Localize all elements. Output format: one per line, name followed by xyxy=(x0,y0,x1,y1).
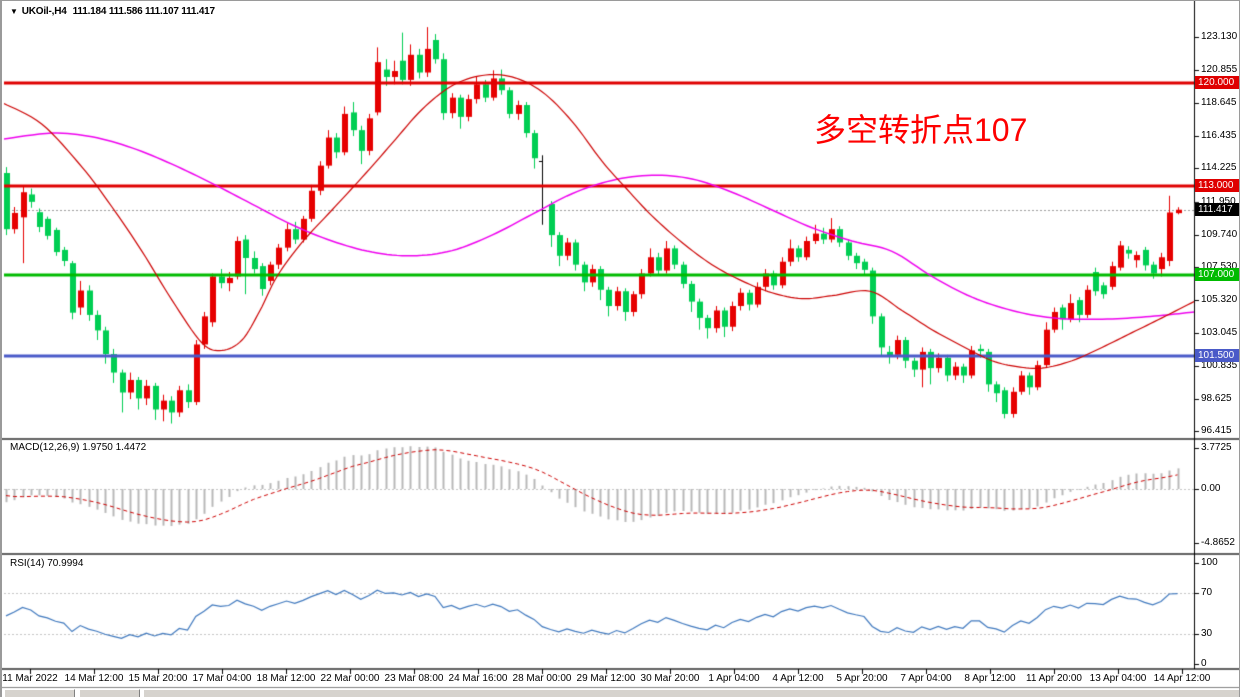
symbol-timeframe-label: UKOil-,H4 xyxy=(21,6,67,17)
price-axis-label: 114.225 xyxy=(1201,162,1237,174)
time-axis-label: 11 Apr 20:00 xyxy=(1026,673,1082,684)
rsi-label: RSI(14) 70.9994 xyxy=(10,558,83,569)
time-axis-label: 5 Apr 20:00 xyxy=(836,673,888,684)
time-axis-label: 14 Mar 12:00 xyxy=(64,673,124,684)
time-axis-label: 1 Apr 04:00 xyxy=(708,673,760,684)
macd-name: MACD(12,26,9) xyxy=(10,442,80,453)
price-axis-label: 118.645 xyxy=(1201,96,1237,108)
price-axis-label: 107.530 xyxy=(1201,261,1238,273)
price-axis-label: 116.435 xyxy=(1201,129,1237,141)
time-axis-label: 23 Mar 08:00 xyxy=(384,673,444,684)
time-axis-label: 13 Apr 04:00 xyxy=(1089,673,1147,684)
chart-header: ▼ UKOil-,H4 111.184 111.586 111.107 111.41… xyxy=(10,6,215,17)
macd-label: MACD(12,26,9) 1.9750 1.4472 xyxy=(10,442,146,453)
time-axis-label: 29 Mar 12:00 xyxy=(576,673,636,684)
price-axis-label: 120.855 xyxy=(1201,64,1238,76)
annotation-text[interactable]: 多空转折点107 xyxy=(814,112,1028,148)
rsi-axis-label: 0 xyxy=(1201,658,1207,669)
rsi-axis-label: 30 xyxy=(1201,627,1213,639)
macd-values: 1.9750 1.4472 xyxy=(82,442,147,453)
rsi-axis-label: 70 xyxy=(1201,587,1213,599)
time-axis-label: 28 Mar 00:00 xyxy=(512,673,572,684)
time-axis-label: 4 Apr 12:00 xyxy=(772,673,824,684)
price-axis-label: 109.740 xyxy=(1201,228,1238,240)
price-axis-label: 123.130 xyxy=(1201,30,1238,42)
price-axis-label: 103.045 xyxy=(1201,327,1238,339)
time-axis-label: 14 Apr 12:00 xyxy=(1153,673,1211,684)
time-axis-label: 17 Mar 04:00 xyxy=(192,673,252,684)
price-axis-label: 111.950 xyxy=(1201,195,1236,207)
hline-price-tag[interactable]: 120.000 xyxy=(1195,76,1239,89)
time-axis-label: 11 Mar 2022 xyxy=(2,673,58,684)
price-axis-label: 98.625 xyxy=(1201,392,1232,404)
time-axis-label: 18 Mar 12:00 xyxy=(256,673,316,684)
taskbar-panel[interactable] xyxy=(143,689,1239,697)
hline-price-tag[interactable]: 113.000 xyxy=(1195,179,1239,192)
time-axis-label: 30 Mar 20:00 xyxy=(640,673,700,684)
time-axis-label: 7 Apr 04:00 xyxy=(900,673,952,684)
bid-price-tag[interactable]: 111.417 xyxy=(1195,203,1239,216)
rsi-axis-label: 100 xyxy=(1201,557,1218,568)
price-axis-label: 105.320 xyxy=(1201,293,1238,305)
time-axis-label: 8 Apr 12:00 xyxy=(964,673,1016,684)
hline-price-tag[interactable]: 107.000 xyxy=(1195,268,1239,281)
time-axis-label: 22 Mar 00:00 xyxy=(320,673,380,684)
time-axis-label: 15 Mar 20:00 xyxy=(128,673,188,684)
macd-axis-label: 3.7725 xyxy=(1201,441,1232,453)
taskbar-button[interactable] xyxy=(4,689,75,697)
price-axis-label: 96.415 xyxy=(1201,425,1232,437)
hline-price-tag[interactable]: 101.500 xyxy=(1195,349,1239,362)
symbol-menu-arrow-icon[interactable]: ▼ xyxy=(10,7,18,16)
macd-axis-label: -4.8652 xyxy=(1201,536,1235,548)
ohlc-values: 111.184 111.586 111.107 111.417 xyxy=(72,6,216,17)
macd-axis-label: 0.00 xyxy=(1201,483,1221,494)
time-axis-label: 24 Mar 16:00 xyxy=(448,673,508,684)
rsi-value: 70.9994 xyxy=(47,558,84,569)
rsi-name: RSI(14) xyxy=(10,558,45,569)
taskbar-button[interactable] xyxy=(79,689,140,697)
price-axis-label: 100.835 xyxy=(1201,360,1238,372)
